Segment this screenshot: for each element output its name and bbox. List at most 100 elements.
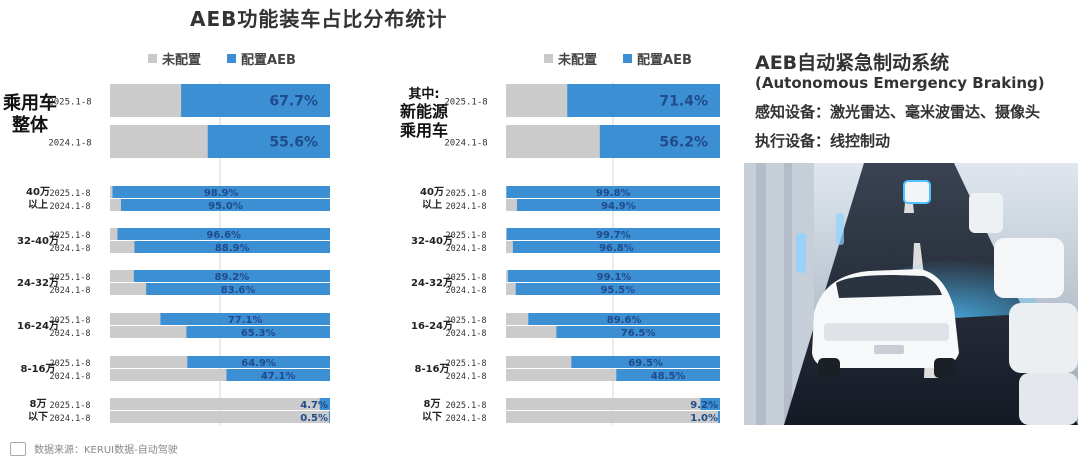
data-label: 0.5%: [300, 413, 328, 424]
period-label: 2024.1-8: [444, 139, 487, 149]
bar-aeb: [567, 84, 720, 117]
period-label: 2024.1-8: [48, 139, 91, 149]
data-label: 1.0%: [690, 413, 718, 424]
footer-source: 数据来源：KERUI数据-自动驾驶: [10, 441, 178, 456]
period-label: 2025.1-8: [446, 231, 487, 241]
bar-none: [110, 398, 320, 410]
bar-aeb: [319, 398, 330, 410]
info-title: AEB自动紧急制动系统: [755, 52, 950, 74]
category-label: 以下: [422, 411, 442, 423]
bar-aeb: [121, 199, 330, 211]
category-label: 16-24万: [411, 320, 453, 332]
bar-aeb: [556, 326, 720, 338]
category-label: 8-16万: [20, 363, 55, 375]
category-label: 以下: [28, 411, 48, 423]
bar-none: [110, 241, 135, 253]
data-label: 56.2%: [659, 135, 708, 151]
bar-none: [506, 270, 508, 282]
bar-none: [506, 411, 718, 423]
period-label: 2025.1-8: [48, 98, 91, 108]
legend-swatch-blue: [227, 54, 237, 63]
legend-item-aeb: 配置AEB: [227, 49, 296, 68]
legend-label-aeb: 配置AEB: [241, 53, 296, 68]
data-label: 98.9%: [204, 188, 239, 199]
data-label: 47.1%: [261, 371, 296, 382]
aeb-road-illustration: [744, 163, 1078, 425]
legend-label-aeb: 配置AEB: [637, 53, 692, 68]
info-actuation: 执行设备：线控制动: [755, 132, 891, 150]
group-title: 乘用车: [399, 121, 448, 140]
period-label: 2024.1-8: [446, 372, 487, 382]
bar-none: [506, 241, 513, 253]
category-label: 24-32万: [17, 277, 59, 289]
bar-aeb: [187, 356, 330, 368]
category-label: 8万: [30, 398, 47, 410]
bar-aeb: [599, 125, 720, 158]
period-label: 2025.1-8: [446, 401, 487, 411]
bar-none: [110, 199, 121, 211]
bar-aeb: [146, 283, 330, 295]
data-label: 94.9%: [601, 201, 636, 212]
legend-label-none: 未配置: [558, 53, 598, 68]
group-title: 整体: [11, 114, 49, 136]
bar-aeb: [571, 356, 720, 368]
bar-none: [110, 411, 329, 423]
group-title: 其中:: [408, 86, 439, 102]
category-label: 以上: [422, 198, 442, 211]
period-label: 2025.1-8: [446, 316, 487, 326]
bar-aeb: [207, 125, 330, 158]
bar-none: [110, 270, 134, 282]
period-label: 2024.1-8: [446, 414, 487, 424]
bar-aeb: [507, 270, 720, 282]
bar-none: [506, 199, 517, 211]
category-label: 8万: [424, 398, 441, 410]
bar-none: [110, 326, 187, 338]
legend-swatch-blue: [623, 54, 633, 63]
bar-aeb: [512, 241, 720, 253]
bar-aeb: [226, 369, 330, 381]
bar-aeb: [717, 411, 720, 423]
data-label: 89.2%: [215, 272, 250, 283]
period-label: 2024.1-8: [50, 414, 91, 424]
period-label: 2024.1-8: [446, 329, 487, 339]
period-label: 2024.1-8: [50, 244, 91, 254]
bar-aeb: [700, 398, 720, 410]
bar-none: [506, 84, 568, 117]
period-label: 2025.1-8: [446, 273, 487, 283]
bar-none: [110, 228, 118, 240]
data-label: 99.7%: [596, 230, 631, 241]
group-title: 新能源: [400, 102, 448, 121]
data-label: 95.5%: [600, 285, 635, 296]
bar-none: [110, 369, 227, 381]
category-label: 以上: [28, 198, 48, 211]
bar-none: [110, 283, 147, 295]
legend-item-none: 未配置: [148, 49, 201, 68]
legend-label-none: 未配置: [162, 53, 202, 68]
category-label: 40万: [26, 186, 50, 198]
data-label: 48.5%: [651, 371, 686, 382]
page-title: AEB功能装车占比分布统计: [190, 7, 448, 31]
bar-none: [110, 356, 188, 368]
legend-item-none: 未配置: [544, 49, 597, 68]
bar-none: [506, 313, 529, 325]
bar-aeb: [328, 411, 330, 423]
category-label: 24-32万: [411, 277, 453, 289]
bar-none: [506, 125, 600, 158]
period-label: 2025.1-8: [50, 359, 91, 369]
footer-text: 数据来源：KERUI数据-自动驾驶: [34, 445, 178, 456]
period-label: 2024.1-8: [50, 372, 91, 382]
period-label: 2025.1-8: [446, 359, 487, 369]
bar-none: [506, 369, 617, 381]
category-label: 40万: [420, 186, 444, 198]
bar-aeb: [133, 270, 330, 282]
period-label: 2024.1-8: [50, 202, 91, 212]
data-label: 9.2%: [690, 400, 718, 411]
bar-none: [506, 356, 572, 368]
period-label: 2024.1-8: [446, 286, 487, 296]
bar-aeb: [112, 186, 330, 198]
category-label: 32-40万: [411, 235, 453, 247]
group-title: 乘用车: [2, 92, 57, 114]
data-label: 4.7%: [300, 400, 328, 411]
period-label: 2024.1-8: [50, 329, 91, 339]
info-subtitle: (Autonomous Emergency Braking): [755, 74, 1045, 92]
